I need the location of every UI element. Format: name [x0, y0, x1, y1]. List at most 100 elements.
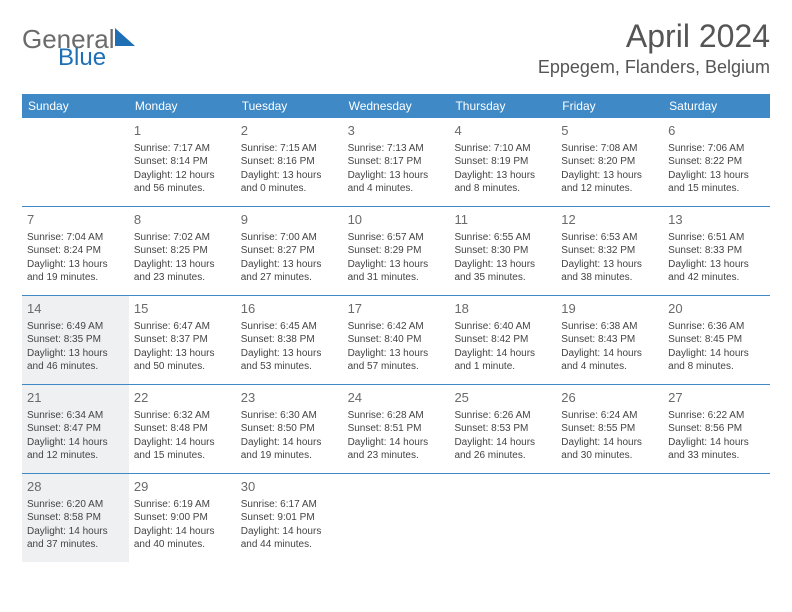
daylight2-text: and 8 minutes.	[668, 360, 765, 374]
day-number: 26	[561, 389, 658, 407]
daylight1-text: Daylight: 13 hours	[668, 258, 765, 272]
daylight2-text: and 38 minutes.	[561, 271, 658, 285]
daylight2-text: and 23 minutes.	[134, 271, 231, 285]
day-number: 24	[348, 389, 445, 407]
day-number: 20	[668, 300, 765, 318]
sunrise-text: Sunrise: 7:10 AM	[454, 142, 551, 156]
daylight2-text: and 33 minutes.	[668, 449, 765, 463]
daylight1-text: Daylight: 13 hours	[348, 169, 445, 183]
day-cell: 2Sunrise: 7:15 AMSunset: 8:16 PMDaylight…	[236, 118, 343, 206]
daylight2-text: and 31 minutes.	[348, 271, 445, 285]
weekday-sunday: Sunday	[22, 94, 129, 118]
daylight1-text: Daylight: 13 hours	[348, 347, 445, 361]
sunrise-text: Sunrise: 6:22 AM	[668, 409, 765, 423]
daylight2-text: and 15 minutes.	[668, 182, 765, 196]
daylight1-text: Daylight: 14 hours	[27, 525, 124, 539]
day-cell: 10Sunrise: 6:57 AMSunset: 8:29 PMDayligh…	[343, 207, 450, 295]
daylight1-text: Daylight: 13 hours	[668, 169, 765, 183]
daylight2-text: and 53 minutes.	[241, 360, 338, 374]
daylight1-text: Daylight: 14 hours	[454, 436, 551, 450]
sunset-text: Sunset: 8:22 PM	[668, 155, 765, 169]
week-row: 14Sunrise: 6:49 AMSunset: 8:35 PMDayligh…	[22, 296, 770, 385]
day-cell: 13 Sunrise: 6:51 AMSunset: 8:33 PMDayligh…	[663, 207, 770, 295]
sunrise-text: Sunrise: 7:17 AM	[134, 142, 231, 156]
sunset-text: Sunset: 8:27 PM	[241, 244, 338, 258]
weekday-header-row: Sunday Monday Tuesday Wednesday Thursday…	[22, 94, 770, 118]
day-number: 7	[27, 211, 124, 229]
sunrise-text: Sunrise: 7:13 AM	[348, 142, 445, 156]
sunrise-text: Sunrise: 6:38 AM	[561, 320, 658, 334]
day-cell: 3Sunrise: 7:13 AMSunset: 8:17 PMDaylight…	[343, 118, 450, 206]
weekday-friday: Friday	[556, 94, 663, 118]
daylight2-text: and 26 minutes.	[454, 449, 551, 463]
day-cell: 28Sunrise: 6:20 AMSunset: 8:58 PMDayligh…	[22, 474, 129, 562]
daylight1-text: Daylight: 13 hours	[27, 258, 124, 272]
logo-triangle-icon	[115, 28, 135, 51]
daylight2-text: and 4 minutes.	[561, 360, 658, 374]
month-title: April 2024	[538, 18, 770, 55]
day-cell: 8Sunrise: 7:02 AMSunset: 8:25 PMDaylight…	[129, 207, 236, 295]
location: Eppegem, Flanders, Belgium	[538, 57, 770, 78]
sunset-text: Sunset: 8:24 PM	[27, 244, 124, 258]
day-number: 2	[241, 122, 338, 140]
sunset-text: Sunset: 8:47 PM	[27, 422, 124, 436]
day-number: 1	[134, 122, 231, 140]
calendar: Sunday Monday Tuesday Wednesday Thursday…	[22, 94, 770, 562]
day-number: 29	[134, 478, 231, 496]
day-cell: 14Sunrise: 6:49 AMSunset: 8:35 PMDayligh…	[22, 296, 129, 384]
day-cell: 30Sunrise: 6:17 AMSunset: 9:01 PMDayligh…	[236, 474, 343, 562]
day-number: 14	[27, 300, 124, 318]
week-row: 7Sunrise: 7:04 AMSunset: 8:24 PMDaylight…	[22, 207, 770, 296]
day-cell: 22Sunrise: 6:32 AMSunset: 8:48 PMDayligh…	[129, 385, 236, 473]
sunset-text: Sunset: 8:17 PM	[348, 155, 445, 169]
daylight2-text: and 57 minutes.	[348, 360, 445, 374]
sunrise-text: Sunrise: 6:28 AM	[348, 409, 445, 423]
sunrise-text: Sunrise: 6:51 AM	[668, 231, 765, 245]
day-cell: 20Sunrise: 6:36 AMSunset: 8:45 PMDayligh…	[663, 296, 770, 384]
sunset-text: Sunset: 8:42 PM	[454, 333, 551, 347]
day-number: 5	[561, 122, 658, 140]
sunset-text: Sunset: 9:01 PM	[241, 511, 338, 525]
day-number: 4	[454, 122, 551, 140]
day-cell	[22, 118, 129, 206]
sunset-text: Sunset: 8:55 PM	[561, 422, 658, 436]
sunset-text: Sunset: 8:29 PM	[348, 244, 445, 258]
sunrise-text: Sunrise: 7:06 AM	[668, 142, 765, 156]
sunrise-text: Sunrise: 6:49 AM	[27, 320, 124, 334]
daylight2-text: and 27 minutes.	[241, 271, 338, 285]
day-cell: 25Sunrise: 6:26 AMSunset: 8:53 PMDayligh…	[449, 385, 556, 473]
day-number: 21	[27, 389, 124, 407]
daylight2-text: and 15 minutes.	[134, 449, 231, 463]
day-cell: 5Sunrise: 7:08 AMSunset: 8:20 PMDaylight…	[556, 118, 663, 206]
sunset-text: Sunset: 8:19 PM	[454, 155, 551, 169]
daylight1-text: Daylight: 13 hours	[454, 258, 551, 272]
day-cell: 19Sunrise: 6:38 AMSunset: 8:43 PMDayligh…	[556, 296, 663, 384]
daylight2-text: and 8 minutes.	[454, 182, 551, 196]
sunset-text: Sunset: 8:48 PM	[134, 422, 231, 436]
weekday-thursday: Thursday	[449, 94, 556, 118]
sunset-text: Sunset: 8:33 PM	[668, 244, 765, 258]
daylight2-text: and 37 minutes.	[27, 538, 124, 552]
sunrise-text: Sunrise: 7:04 AM	[27, 231, 124, 245]
daylight1-text: Daylight: 14 hours	[668, 436, 765, 450]
sunrise-text: Sunrise: 6:34 AM	[27, 409, 124, 423]
sunrise-text: Sunrise: 6:19 AM	[134, 498, 231, 512]
day-number: 19	[561, 300, 658, 318]
daylight1-text: Daylight: 13 hours	[241, 169, 338, 183]
day-cell	[343, 474, 450, 562]
day-cell: 16Sunrise: 6:45 AMSunset: 8:38 PMDayligh…	[236, 296, 343, 384]
daylight2-text: and 40 minutes.	[134, 538, 231, 552]
title-block: April 2024 Eppegem, Flanders, Belgium	[538, 18, 770, 78]
daylight2-text: and 50 minutes.	[134, 360, 231, 374]
day-number: 25	[454, 389, 551, 407]
daylight1-text: Daylight: 13 hours	[454, 169, 551, 183]
sunset-text: Sunset: 8:43 PM	[561, 333, 658, 347]
day-cell	[449, 474, 556, 562]
day-number: 6	[668, 122, 765, 140]
sunset-text: Sunset: 9:00 PM	[134, 511, 231, 525]
day-number: 13	[668, 211, 765, 229]
day-cell: 26Sunrise: 6:24 AMSunset: 8:55 PMDayligh…	[556, 385, 663, 473]
sunset-text: Sunset: 8:14 PM	[134, 155, 231, 169]
sunset-text: Sunset: 8:56 PM	[668, 422, 765, 436]
daylight1-text: Daylight: 12 hours	[134, 169, 231, 183]
